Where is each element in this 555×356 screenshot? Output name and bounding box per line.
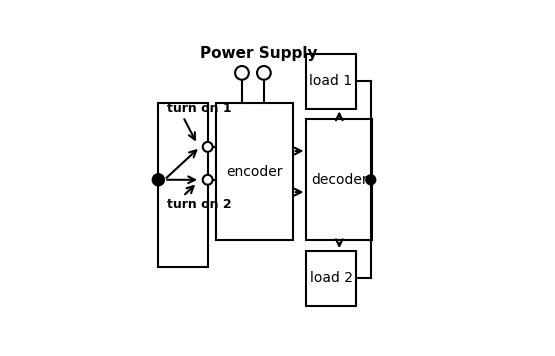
Circle shape: [257, 66, 271, 80]
Bar: [216, 103, 292, 240]
Text: turn on 2: turn on 2: [166, 198, 231, 211]
Text: load 2: load 2: [310, 272, 352, 286]
Circle shape: [152, 174, 164, 186]
Circle shape: [203, 142, 213, 152]
Bar: [306, 54, 356, 109]
Circle shape: [235, 66, 249, 80]
Bar: [158, 103, 208, 267]
Bar: [306, 120, 372, 240]
Bar: [306, 251, 356, 306]
Circle shape: [203, 175, 213, 185]
Text: decoder: decoder: [311, 173, 367, 187]
Text: encoder: encoder: [226, 164, 282, 179]
Text: turn on 1: turn on 1: [166, 102, 231, 115]
Circle shape: [366, 175, 376, 185]
Text: load 1: load 1: [310, 74, 352, 88]
Text: Power Supply: Power Supply: [200, 46, 317, 61]
